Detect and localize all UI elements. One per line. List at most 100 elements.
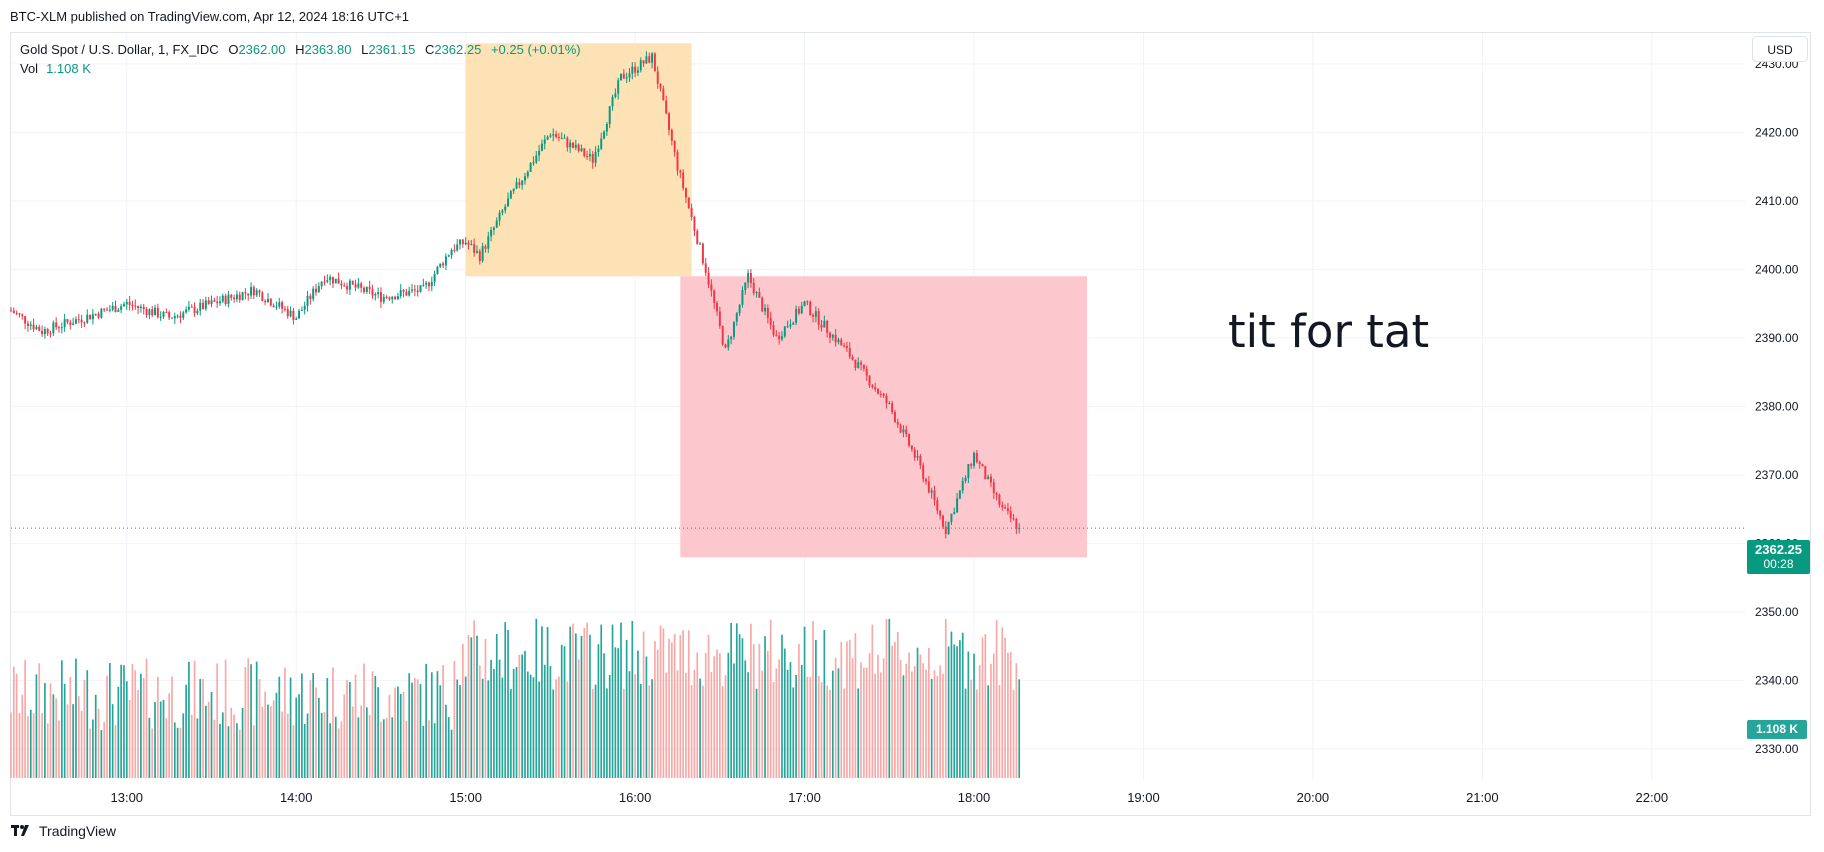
volume-bar xyxy=(134,670,137,778)
volume-bar xyxy=(60,660,63,778)
volume-bar xyxy=(402,691,405,778)
volume-bar xyxy=(834,657,837,778)
candle-body xyxy=(523,176,526,181)
volume-bar xyxy=(261,706,264,778)
candle-body xyxy=(182,312,185,318)
candle-body xyxy=(916,455,919,458)
candle-body xyxy=(185,309,188,313)
candle-body xyxy=(956,498,959,513)
volume-bar xyxy=(758,643,761,778)
candle-body xyxy=(374,294,377,296)
candle-body xyxy=(608,106,611,125)
candle-body xyxy=(385,296,388,298)
volume-bar xyxy=(80,710,83,778)
symbol-label[interactable]: Gold Spot / U.S. Dollar, 1, FX_IDC xyxy=(20,42,219,57)
volume-bar xyxy=(631,621,634,778)
volume-bar xyxy=(501,677,504,778)
volume-bar xyxy=(140,673,142,778)
candle-body xyxy=(365,286,368,292)
volume-bar xyxy=(371,671,374,778)
x-tick-label: 14:00 xyxy=(280,790,313,805)
candle-body xyxy=(552,134,555,136)
candle-body xyxy=(360,283,363,288)
candle-body xyxy=(411,289,414,291)
volume-row: Vol 1.108 K xyxy=(20,59,581,78)
candle-body xyxy=(888,403,891,405)
candle-body xyxy=(594,152,597,163)
volume-bar xyxy=(154,701,156,778)
volume-bar xyxy=(363,663,365,778)
candle-body xyxy=(860,362,863,365)
candle-body xyxy=(586,155,589,157)
candle-body xyxy=(724,344,727,348)
candle-body xyxy=(202,302,205,309)
candle-body xyxy=(221,295,224,302)
candle-body xyxy=(975,452,978,463)
candle-body xyxy=(538,150,541,156)
candle-body xyxy=(922,465,925,480)
candle-body xyxy=(961,480,964,491)
volume-bar xyxy=(639,683,642,778)
candle-body xyxy=(617,80,620,94)
volume-bar xyxy=(625,639,628,778)
volume-bar xyxy=(230,707,233,778)
x-tick-label: 17:00 xyxy=(788,790,821,805)
volume-label[interactable]: Vol xyxy=(20,61,39,76)
candle-body xyxy=(775,335,778,337)
currency-button[interactable]: USD xyxy=(1752,36,1808,62)
candle-body xyxy=(605,124,608,132)
volume-bar xyxy=(289,677,292,778)
volume-bar xyxy=(385,718,388,778)
volume-bar xyxy=(1001,627,1004,778)
candle-body xyxy=(829,332,831,338)
candle-body xyxy=(190,306,193,308)
volume-bar xyxy=(767,650,769,778)
candle-body xyxy=(58,327,60,329)
candle-body xyxy=(656,71,659,84)
candle-body xyxy=(572,142,574,148)
candle-body xyxy=(38,326,41,331)
volume-bar xyxy=(685,672,687,778)
volume-bar xyxy=(142,678,145,778)
candle-body xyxy=(507,198,510,207)
candle-body xyxy=(74,319,77,324)
candle-body xyxy=(300,309,303,311)
volume-bar xyxy=(512,668,515,778)
candle-body xyxy=(173,316,176,319)
volume-bar xyxy=(990,663,992,778)
candle-body xyxy=(749,273,752,283)
volume-bar xyxy=(891,645,893,778)
volume-bar xyxy=(272,700,275,778)
volume-bar xyxy=(668,638,670,778)
volume-bar xyxy=(306,713,309,778)
candle-body xyxy=(128,301,131,306)
candle-body xyxy=(334,278,337,284)
footer-brand[interactable]: TradingView xyxy=(11,823,116,839)
zone-orange-box xyxy=(465,43,692,277)
volume-bar xyxy=(902,675,905,778)
candle-body xyxy=(399,289,402,296)
low-key: L xyxy=(361,42,369,57)
candle-body xyxy=(653,53,656,72)
volume-bar xyxy=(843,688,845,778)
volume-bar xyxy=(879,672,882,778)
volume-bar xyxy=(236,723,238,778)
candle-body xyxy=(264,300,267,303)
volume-bar xyxy=(648,685,651,778)
volume-bar xyxy=(162,699,165,778)
candle-body xyxy=(1001,504,1004,508)
candle-body xyxy=(687,197,690,208)
volume-bar xyxy=(558,676,560,778)
candle-body xyxy=(696,230,699,244)
volume-bar xyxy=(176,727,179,778)
candle-body xyxy=(834,334,837,343)
volume-bar xyxy=(453,660,456,778)
annotation-text[interactable]: tit for tat xyxy=(1228,305,1430,358)
volume-bar xyxy=(529,674,532,778)
candle-body xyxy=(673,140,676,152)
volume-bar xyxy=(75,658,77,778)
volume-bar xyxy=(504,622,507,778)
candle-body xyxy=(504,206,507,211)
candle-body xyxy=(905,429,908,435)
